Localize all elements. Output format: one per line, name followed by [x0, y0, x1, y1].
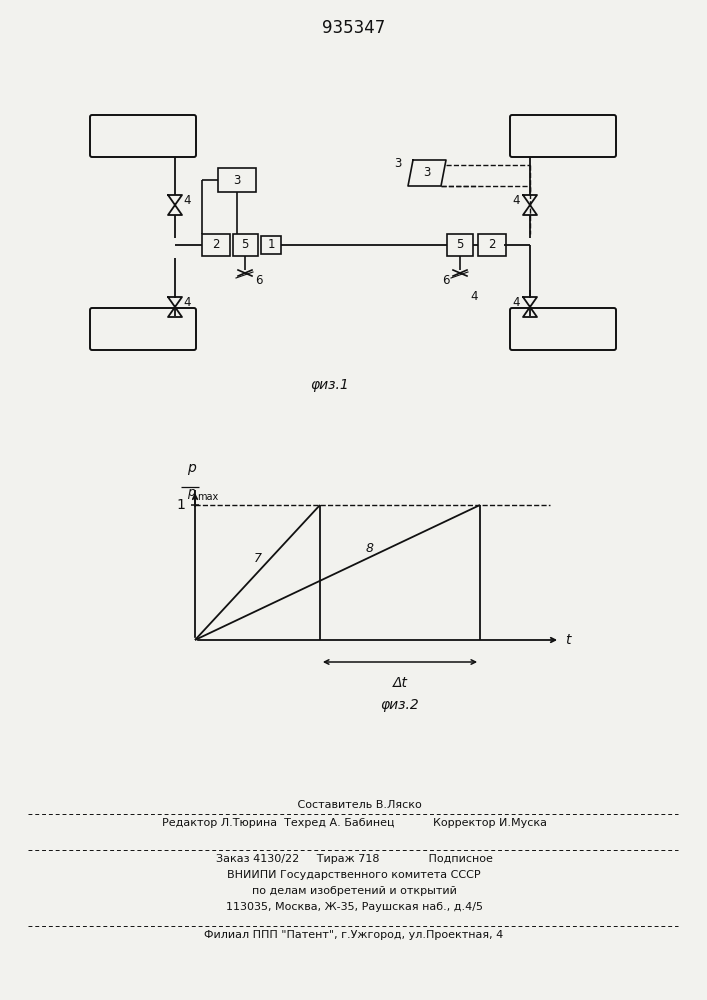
Text: 5: 5 [456, 238, 464, 251]
Text: 3: 3 [423, 166, 431, 180]
Text: φиз.2: φиз.2 [380, 698, 419, 712]
Text: p: p [187, 461, 195, 475]
Text: 5: 5 [241, 238, 249, 251]
Text: Составитель В.Ляско: Составитель В.Ляско [286, 800, 421, 810]
FancyBboxPatch shape [510, 115, 616, 157]
FancyBboxPatch shape [510, 308, 616, 350]
Text: t: t [566, 633, 571, 647]
Text: Заказ 4130/22     Тираж 718              Подписное: Заказ 4130/22 Тираж 718 Подписное [216, 854, 493, 864]
Text: 113035, Москва, Ж-35, Раушская наб., д.4/5: 113035, Москва, Ж-35, Раушская наб., д.4… [226, 902, 482, 912]
Text: 6: 6 [255, 273, 262, 286]
Bar [261, 236, 281, 254]
Text: Δt: Δt [392, 676, 407, 690]
FancyBboxPatch shape [90, 308, 196, 350]
Text: 3: 3 [233, 174, 240, 186]
Text: ВНИИПИ Государственного комитета СССР: ВНИИПИ Государственного комитета СССР [227, 870, 481, 880]
Text: 6: 6 [443, 273, 450, 286]
Bar [447, 234, 473, 256]
Text: 2: 2 [212, 238, 220, 251]
Text: 8: 8 [366, 542, 374, 554]
Bar [218, 168, 256, 192]
Text: 4: 4 [183, 194, 190, 207]
Text: 4: 4 [470, 290, 477, 302]
Text: Редактор Л.Тюрина  Техред А. Бабинец           Корректор И.Муска: Редактор Л.Тюрина Техред А. Бабинец Корр… [161, 818, 547, 828]
Text: по делам изобретений и открытий: по делам изобретений и открытий [252, 886, 457, 896]
Text: 1: 1 [176, 498, 185, 512]
Text: 1: 1 [267, 238, 275, 251]
Text: 3: 3 [395, 157, 402, 170]
Text: 7: 7 [254, 552, 262, 564]
Text: 935347: 935347 [322, 19, 385, 37]
Text: Филиал ППП "Патент", г.Ужгород, ул.Проектная, 4: Филиал ППП "Патент", г.Ужгород, ул.Проек… [204, 930, 503, 940]
Text: 4: 4 [183, 296, 190, 309]
Bar [478, 234, 506, 256]
Text: 4: 4 [513, 194, 520, 207]
FancyBboxPatch shape [90, 115, 196, 157]
Text: 4: 4 [513, 296, 520, 309]
Text: 2: 2 [489, 238, 496, 251]
Bar [202, 234, 230, 256]
Text: max: max [197, 492, 218, 502]
Text: p: p [187, 486, 195, 499]
Bar [233, 234, 258, 256]
Text: φиз.1: φиз.1 [310, 378, 349, 392]
